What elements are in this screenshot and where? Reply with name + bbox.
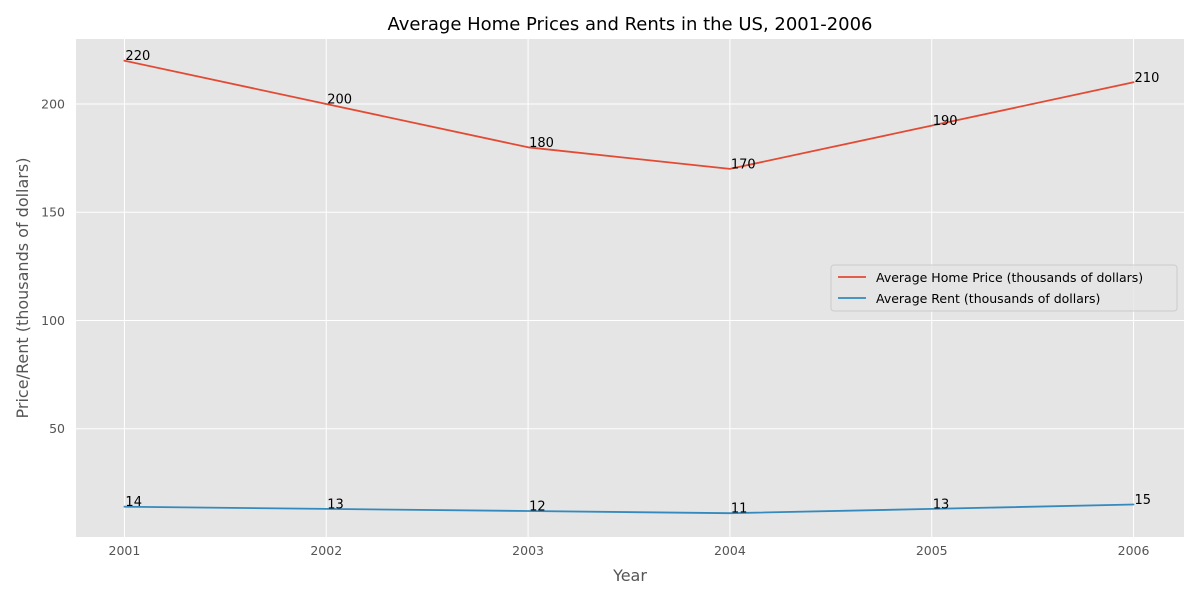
data-label: 190 bbox=[933, 114, 958, 129]
x-tick-label: 2002 bbox=[310, 543, 342, 558]
legend: Average Home Price (thousands of dollars… bbox=[830, 264, 1178, 312]
series-line-0 bbox=[123, 59, 1135, 170]
grid bbox=[76, 39, 1184, 537]
x-tick-label: 2004 bbox=[714, 543, 746, 558]
x-tick-label: 2006 bbox=[1118, 543, 1150, 558]
chart-title: Average Home Prices and Rents in the US,… bbox=[388, 14, 873, 35]
y-tick-label: 100 bbox=[41, 313, 65, 328]
data-label: 13 bbox=[933, 497, 950, 512]
legend-label-home-price: Average Home Price (thousands of dollars… bbox=[876, 270, 1143, 285]
data-labels: 220 200 180 170 190 210 14 13 12 11 13 15 bbox=[125, 49, 1159, 517]
y-tick-label: 200 bbox=[41, 96, 65, 111]
data-label: 15 bbox=[1135, 493, 1152, 508]
series-line-1 bbox=[123, 503, 1135, 515]
data-label: 14 bbox=[125, 495, 142, 510]
x-tick-label: 2001 bbox=[109, 543, 141, 558]
data-label: 200 bbox=[327, 92, 352, 107]
y-tick-label: 50 bbox=[49, 421, 65, 436]
data-label: 170 bbox=[731, 157, 756, 172]
x-tick-label: 2003 bbox=[512, 543, 544, 558]
series-layer bbox=[123, 59, 1135, 515]
legend-box bbox=[830, 264, 1178, 312]
data-label: 210 bbox=[1135, 71, 1160, 86]
data-label: 220 bbox=[125, 49, 150, 64]
data-label: 13 bbox=[327, 497, 344, 512]
x-axis-label: Year bbox=[612, 566, 647, 585]
tick-labels: 2001 2002 2003 2004 2005 2006 50 100 150 200 bbox=[41, 96, 1149, 558]
y-tick-label: 150 bbox=[41, 205, 65, 220]
data-label: 11 bbox=[731, 502, 748, 517]
data-label: 180 bbox=[529, 136, 554, 151]
legend-label-rent: Average Rent (thousands of dollars) bbox=[876, 291, 1100, 306]
data-label: 12 bbox=[529, 500, 546, 515]
y-axis-label: Price/Rent (thousands of dollars) bbox=[13, 158, 32, 419]
x-tick-label: 2005 bbox=[916, 543, 948, 558]
